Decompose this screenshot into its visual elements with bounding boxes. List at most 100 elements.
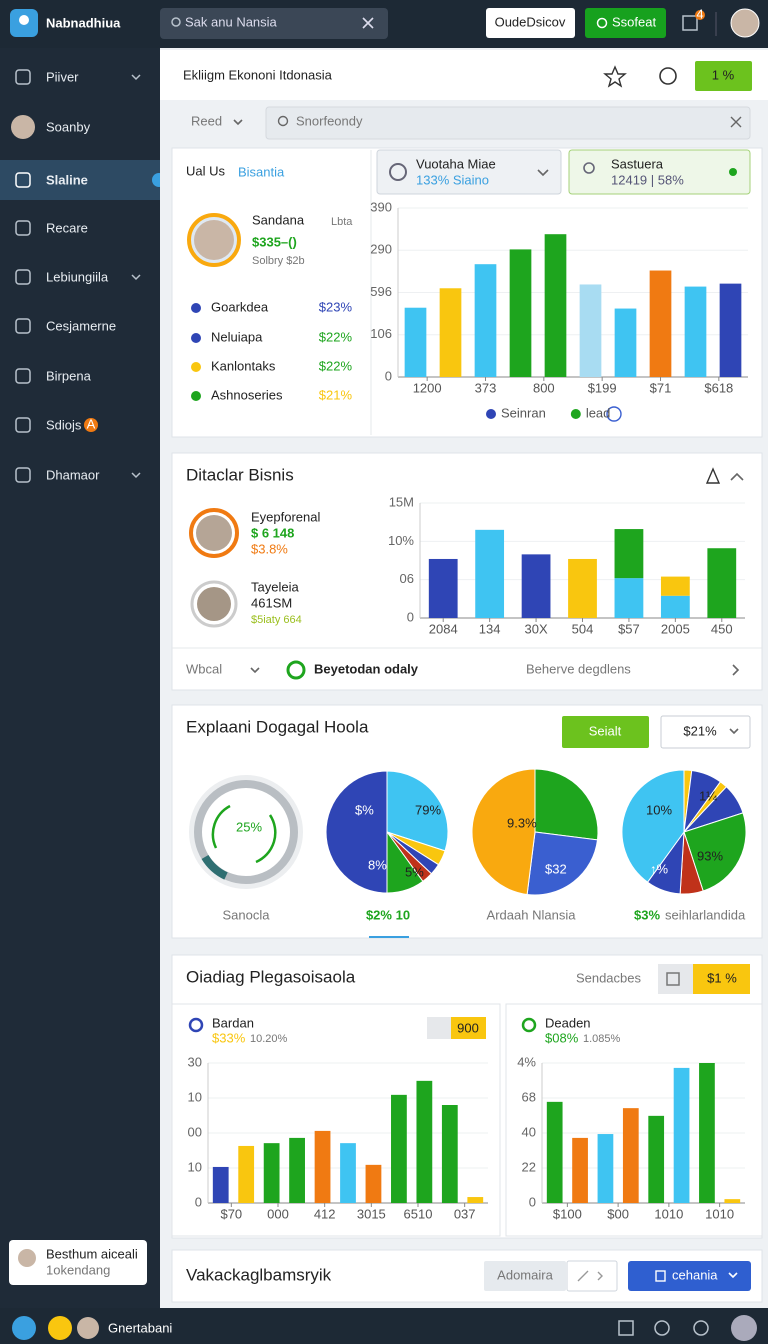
primary-action[interactable] [628,1261,751,1291]
star-icon[interactable] [603,65,627,88]
chevron [729,728,739,735]
pie-annotation: 8% [368,857,387,872]
mini-card[interactable] [376,149,562,195]
footer-dropdown[interactable]: Wbcal [186,661,222,676]
sidebar-icon [15,269,31,285]
profile-photo [197,587,231,621]
sidebar-item[interactable]: Soanby [11,115,91,139]
profile-photo [196,515,232,551]
sidebar-icon [15,69,31,85]
chevron [732,664,740,676]
profile-name: Tayeleia [251,579,299,594]
sidebar-icon [15,417,31,433]
y-tick-label: 15M [389,494,414,509]
filter-dropdown[interactable]: Reed [191,113,222,128]
secondary-button-label: OudeDsicov [495,14,566,29]
bar [212,1166,229,1203]
bottom-icon[interactable] [12,1316,36,1340]
mini-card[interactable] [568,149,751,195]
growth-link[interactable]: Sendacbes [576,970,642,985]
sidebar-item[interactable]: Piiver [15,69,141,85]
bar [238,1145,255,1203]
help-icon[interactable] [606,406,622,422]
bar [707,548,737,618]
sidebar-item[interactable]: Cesjamerne [15,318,116,334]
pie-chart [471,768,599,896]
y-tick-label: 106 [370,326,392,341]
gauge-ring [194,780,298,884]
sidebar-item[interactable]: Sdiojs [15,417,82,433]
y-tick-label: 06 [400,571,414,586]
view-toggle[interactable] [658,964,693,994]
help-icon[interactable] [654,1320,670,1336]
sidebar-item[interactable]: Birpena [15,368,92,384]
clock-icon[interactable] [659,67,677,85]
sidebar-item[interactable]: Lebiungiila [15,269,141,285]
bar [474,264,497,377]
y-tick-label: 10 [188,1159,202,1174]
list-value: $22% [319,358,353,373]
bar [568,558,597,618]
secondary-button[interactable] [486,8,575,38]
y-tick-label: 00 [188,1124,202,1139]
x-tick-label: 30X [525,621,548,636]
bar [439,288,462,377]
bar [521,554,551,618]
x-tick-label: 450 [711,621,733,636]
mini-card-sub: 12419 | 58% [611,172,684,187]
search-icon[interactable] [693,1320,709,1336]
bar [614,578,644,618]
sidebar-item[interactable]: Slaline [15,172,88,188]
mini-card-title: Sastuera [611,156,664,171]
subchart-stat-accent: $08% [545,1030,579,1045]
y-tick-label: 290 [370,242,392,257]
sidebar-items: Piiver Soanby Slaline Recare Lebiungiila Cesj… [11,69,141,483]
header-button[interactable] [695,61,752,91]
subchart-name: Bardan [212,1015,254,1030]
bar [441,1105,458,1203]
x-tick-label: $100 [553,1206,582,1221]
search-icon [277,115,289,127]
collapse-icon[interactable] [730,472,744,481]
action-title: Vakackaglbamsryik [186,1265,332,1284]
user-card[interactable] [9,1240,147,1285]
primary-button[interactable] [585,8,666,38]
sidebar-label: Soanby [46,119,91,134]
profile-value: $335–() [252,234,297,249]
distribution-dropdown[interactable] [660,715,751,749]
bottom-bar [0,1308,768,1344]
pie-slice [534,768,599,841]
x-tick-label: 504 [572,621,594,636]
bar [544,234,567,377]
user-avatar[interactable] [730,8,760,38]
x-tick-label: 1010 [705,1206,734,1221]
sidebar-item[interactable]: Dhamaor [15,467,141,483]
bar [699,1063,715,1203]
gauge-arrows [211,804,277,864]
distribution-button[interactable] [562,716,649,748]
edit-button[interactable] [566,1260,618,1292]
view-toggle-active[interactable] [693,964,750,994]
bar [684,286,707,377]
y-tick-label: 0 [195,1194,202,1209]
chevron [131,472,141,479]
bottom-icon[interactable] [48,1316,72,1340]
grid-icon[interactable] [618,1320,634,1336]
bar [365,1164,382,1203]
notification-icon[interactable] [682,15,698,31]
secondary-action[interactable] [484,1261,566,1291]
bell-icon[interactable] [705,467,721,484]
profile-value: $ 6 148 [251,525,294,540]
x-tick-label: 412 [314,1206,336,1221]
gauge-outer [189,775,303,889]
gauge-arc [201,854,228,880]
filter-search[interactable] [265,106,751,140]
search-box[interactable] [160,8,388,39]
bar-chart: 0 10 00 10 30 $70 000 412 3015 6510 037 [188,1054,488,1221]
x-tick-label: 373 [475,380,497,395]
sidebar-item[interactable]: Recare [15,220,88,236]
ring-icon [521,1017,537,1033]
bar [597,1134,614,1203]
button-icon [596,17,608,29]
footer-link[interactable]: Beherve degdlens [526,661,631,676]
